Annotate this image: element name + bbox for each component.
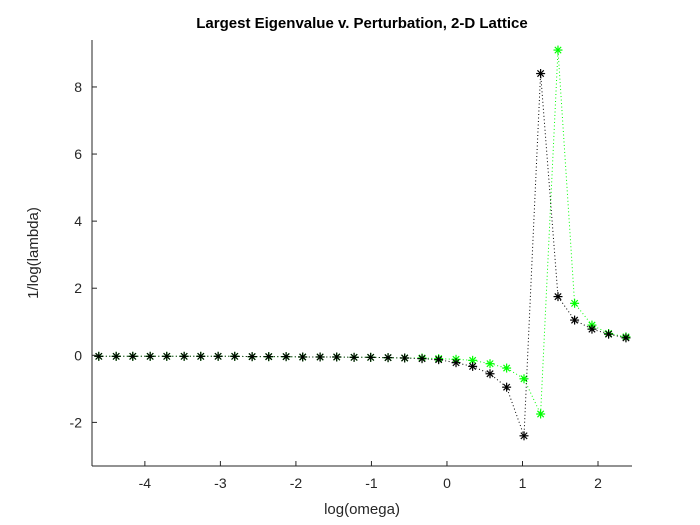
data-point-marker	[553, 45, 563, 55]
data-point-marker	[434, 355, 444, 365]
data-point-marker	[162, 351, 172, 361]
data-point-marker	[468, 361, 478, 371]
data-point-marker	[553, 292, 563, 302]
y-tick-label: 8	[74, 79, 82, 95]
data-point-marker	[417, 354, 427, 364]
data-point-marker	[604, 329, 614, 339]
data-point-marker	[332, 352, 342, 362]
y-tick-label: 0	[74, 347, 82, 363]
x-tick-label: -1	[365, 475, 378, 491]
x-tick-label: -2	[290, 475, 303, 491]
data-point-marker	[349, 352, 359, 362]
data-point-marker	[485, 359, 495, 369]
x-axis-title: log(omega)	[324, 501, 400, 518]
data-point-marker	[536, 69, 546, 79]
x-tick-label: -4	[139, 475, 152, 491]
data-point-marker	[621, 333, 631, 343]
y-tick-label: -2	[70, 414, 83, 430]
data-point-marker	[230, 351, 240, 361]
data-point-marker	[502, 363, 512, 373]
data-point-marker	[315, 352, 325, 362]
data-point-marker	[179, 351, 189, 361]
data-point-marker	[281, 352, 291, 362]
plot-area	[92, 40, 632, 466]
data-point-marker	[570, 298, 580, 308]
data-point-marker	[213, 351, 223, 361]
data-point-marker	[587, 324, 597, 334]
data-point-marker	[485, 369, 495, 379]
series-2	[94, 69, 631, 441]
y-tick-label: 6	[74, 146, 82, 162]
data-point-marker	[196, 351, 206, 361]
axes-layer: -4 -3 -2 -1 0 1 2 -2 0 2 4 6 8	[70, 40, 632, 491]
y-tick-label: 2	[74, 280, 82, 296]
data-point-marker	[519, 431, 529, 441]
x-tick-label: 0	[443, 475, 451, 491]
data-point-marker	[519, 374, 529, 384]
x-tick-label: 1	[519, 475, 527, 491]
data-point-marker	[111, 351, 121, 361]
series-layer	[94, 45, 631, 441]
data-point-marker	[264, 352, 274, 362]
data-point-marker	[502, 382, 512, 392]
data-point-marker	[247, 352, 257, 362]
y-tick-label: 4	[74, 213, 82, 229]
data-point-marker	[400, 353, 410, 363]
x-tick-label: 2	[594, 475, 602, 491]
data-point-marker	[298, 352, 308, 362]
x-tick-label: -3	[214, 475, 227, 491]
data-point-marker	[383, 353, 393, 363]
data-point-marker	[536, 409, 546, 419]
data-point-marker	[145, 351, 155, 361]
chart-title: Largest Eigenvalue v. Perturbation, 2-D …	[196, 15, 527, 32]
data-point-marker	[366, 352, 376, 362]
data-point-marker	[128, 351, 138, 361]
data-point-marker	[94, 351, 104, 361]
y-axis-title: 1/log(lambda)	[25, 207, 42, 299]
data-point-marker	[451, 358, 461, 368]
data-point-marker	[570, 315, 580, 325]
